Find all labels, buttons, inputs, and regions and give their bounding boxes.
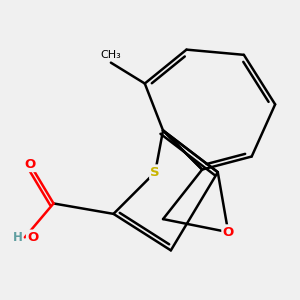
Text: O: O bbox=[24, 158, 36, 171]
Text: H: H bbox=[13, 231, 22, 244]
Text: S: S bbox=[150, 166, 160, 179]
Text: O: O bbox=[27, 231, 38, 244]
Text: O: O bbox=[223, 226, 234, 238]
Text: CH₃: CH₃ bbox=[100, 50, 121, 60]
